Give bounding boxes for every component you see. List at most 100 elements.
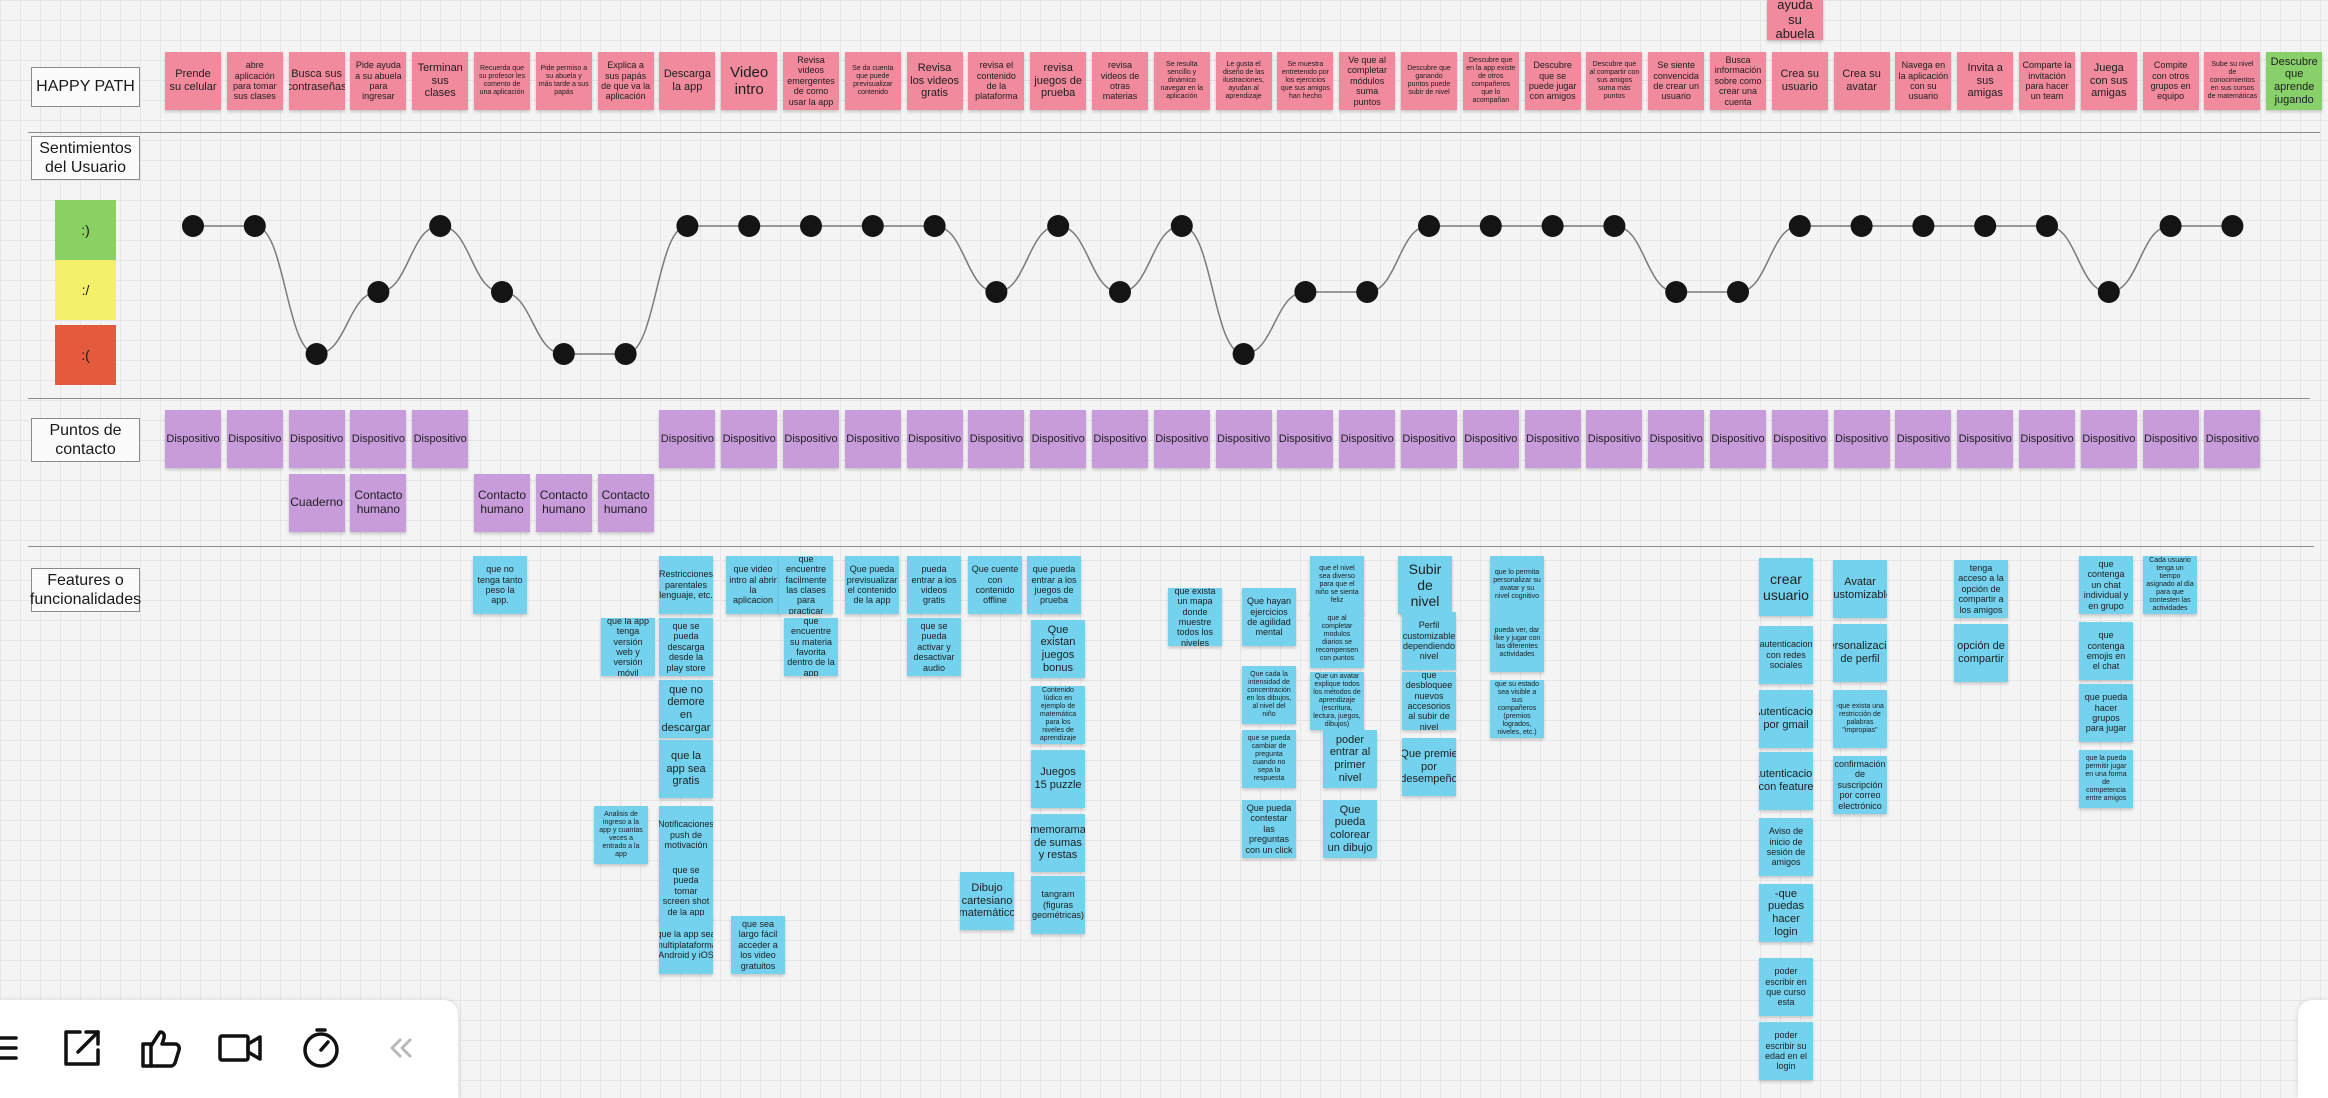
feature-card[interactable]: Subir de nivel [1398,556,1452,614]
touchpoint-human[interactable]: Contacto humano [597,474,654,532]
happy-path-card[interactable]: Terminan sus clases [412,52,469,110]
happy-path-card[interactable]: Descubre que al compartir con sus amigos… [1586,52,1643,110]
happy-path-card[interactable]: Comparte la invitación para hacer un tea… [2019,52,2075,110]
feature-card[interactable]: autenticacion con feature [1759,752,1813,810]
sentiment-point[interactable] [1974,215,1997,237]
feature-card[interactable]: Personalización de perfil [1833,624,1887,682]
touchpoint-device[interactable]: Dispositivo [1401,410,1457,468]
happy-path-card[interactable]: Revisa videos emergentes de como usar la… [783,52,839,110]
touchpoint-device[interactable]: Dispositivo [2142,410,2199,468]
touchpoint-notebook[interactable]: Cuaderno [288,474,345,532]
feature-card[interactable]: que su estado sea visible a sus compañer… [1490,680,1544,738]
sentiment-point[interactable] [985,281,1008,303]
feature-card[interactable]: Que hayan ejercicios de agilidad mental [1242,588,1296,646]
feature-card[interactable]: que al completar modulos diarios se reco… [1310,610,1364,668]
touchpoint-human[interactable]: Contacto humano [535,474,592,532]
sentiment-point[interactable] [923,215,946,237]
touchpoint-human[interactable]: Contacto humano [350,474,407,532]
feature-card[interactable]: que se pueda cambiar de pregunta cuando … [1242,730,1296,788]
happy-path-card[interactable]: Revisa los videos gratis [906,52,963,110]
touchpoint-device[interactable]: Dispositivo [1339,410,1396,468]
happy-path-card[interactable]: Navega en la aplicación con su usuario [1895,52,1952,110]
touchpoint-device[interactable]: Dispositivo [906,410,963,468]
sentiment-point[interactable] [1912,215,1935,237]
touchpoint-device[interactable]: Dispositivo [165,410,221,468]
touchpoint-device[interactable]: Dispositivo [1092,410,1148,468]
sentiment-point[interactable] [1109,281,1131,303]
happy-path-card[interactable]: Se resulta sencillo y dinámico navegar e… [1153,52,1210,110]
feature-card[interactable]: que lo permita personalizar su avatar y … [1490,556,1544,614]
sentiment-point[interactable] [1294,281,1317,303]
happy-path-card[interactable]: Descubre que aprende jugando [2266,52,2323,110]
sentiment-point[interactable] [1603,215,1626,237]
feature-card[interactable]: Juegos 15 puzzle [1031,750,1085,808]
feature-card[interactable]: Restricciones parentales lenguaje, etc. [659,556,713,614]
feature-card[interactable]: Dibujo cartesiano matemático [960,872,1014,930]
happy-path-card[interactable]: Prende su celular [165,52,221,110]
timer-icon[interactable] [297,1024,345,1072]
touchpoint-device[interactable]: Dispositivo [1215,410,1272,468]
feature-card[interactable]: Que pueda colorear un dibujo [1323,800,1377,858]
sentiment-point[interactable] [182,215,204,237]
feature-card[interactable]: que se pueda descarga desde la play stor… [659,618,713,676]
sentiment-point[interactable] [1665,281,1688,303]
zoom-widget[interactable] [2298,1000,2328,1098]
feature-card[interactable]: que exista un mapa donde muestre todos l… [1168,588,1222,646]
feature-card[interactable]: poder escribir su edad en el login [1759,1022,1813,1080]
sentiment-point[interactable] [738,215,761,237]
touchpoint-device[interactable]: Dispositivo [1648,410,1705,468]
happy-path-card[interactable]: Busca información sobre como crear una c… [1710,52,1766,110]
feature-card[interactable]: Notificaciones push de motivación [659,806,713,864]
feature-card[interactable]: poder entrar al primer nivel [1323,730,1377,788]
happy-path-card[interactable]: Le gusta el diseño de las ilustraciones,… [1215,52,1272,110]
sentiment-point[interactable] [800,215,822,237]
happy-path-card-extra[interactable]: ayuda su abuela [1767,0,1823,40]
touchpoint-device[interactable]: Dispositivo [2204,410,2261,468]
touchpoint-device[interactable]: Dispositivo [412,410,469,468]
touchpoint-device[interactable]: Dispositivo [968,410,1025,468]
feature-card[interactable]: que la app sea multiplataforma (Android … [659,916,713,974]
happy-path-card[interactable]: Sube su nivel de conocimientos en sus cu… [2204,52,2261,110]
happy-path-card[interactable]: Pide ayuda a su abuela para ingresar [350,52,407,110]
touchpoint-human[interactable]: Contacto humano [474,474,530,532]
feature-card[interactable]: memorama de sumas y restas [1031,814,1085,872]
feature-card[interactable]: Contenido lúdico en ejemplo de matemátic… [1031,686,1085,744]
happy-path-card[interactable]: Crea su avatar [1833,52,1890,110]
touchpoint-device[interactable]: Dispositivo [1153,410,1210,468]
feature-card[interactable]: pueda entrar a los videos gratis [907,556,961,614]
happy-path-card[interactable]: revisa juegos de prueba [1030,52,1087,110]
feature-card[interactable]: Que cuente con contenido offline [968,556,1022,614]
feature-card[interactable]: Aviso de inicio de sesión de amigos [1759,818,1813,876]
touchpoint-device[interactable]: Dispositivo [1524,410,1581,468]
feature-card[interactable]: que pueda hacer grupos para jugar [2079,684,2133,742]
sentiment-point[interactable] [552,343,575,365]
touchpoint-device[interactable]: Dispositivo [226,410,283,468]
feature-card[interactable]: que sea largo fácil acceder a los video … [731,916,785,974]
happy-path-card[interactable]: Recuerda que su profesor les comento de … [474,52,530,110]
feature-card[interactable]: -que exista una restricción de palabras … [1833,690,1887,748]
touchpoint-device[interactable]: Dispositivo [288,410,345,468]
touchpoint-device[interactable]: Dispositivo [1771,410,1828,468]
happy-path-card[interactable]: abre aplicación para tomar sus clases [226,52,283,110]
sentiment-point[interactable] [367,281,390,303]
happy-path-card[interactable]: Juega con sus amigas [2080,52,2137,110]
feature-card[interactable]: que se pueda tomar screen shot de la app [659,862,713,920]
touchpoint-device[interactable]: Dispositivo [2019,410,2075,468]
happy-path-card[interactable]: revisa el contenido de la plataforma [968,52,1025,110]
touchpoint-device[interactable]: Dispositivo [783,410,839,468]
touchpoint-device[interactable]: Dispositivo [1030,410,1087,468]
sentiment-point[interactable] [491,281,513,303]
happy-path-card[interactable]: Descarga la app [659,52,716,110]
share-icon[interactable] [58,1024,106,1072]
feature-card[interactable]: Perfil customizable dependiendo nivel [1402,612,1456,670]
happy-path-card[interactable]: revisa videos de otras materias [1092,52,1148,110]
touchpoint-device[interactable]: Dispositivo [1895,410,1952,468]
feature-card[interactable]: tenga acceso a la opción de compartir a … [1954,560,2008,618]
happy-path-card[interactable]: Invita a sus amigas [1957,52,2014,110]
touchpoint-device[interactable]: Dispositivo [1586,410,1643,468]
touchpoint-device[interactable]: Dispositivo [1710,410,1766,468]
sentiment-point[interactable] [1479,215,1502,237]
feature-card[interactable]: que la app tenga versión web y versión m… [601,618,655,676]
touchpoint-device[interactable]: Dispositivo [1277,410,1334,468]
feature-card[interactable]: poder escribir en que curso esta [1759,958,1813,1016]
